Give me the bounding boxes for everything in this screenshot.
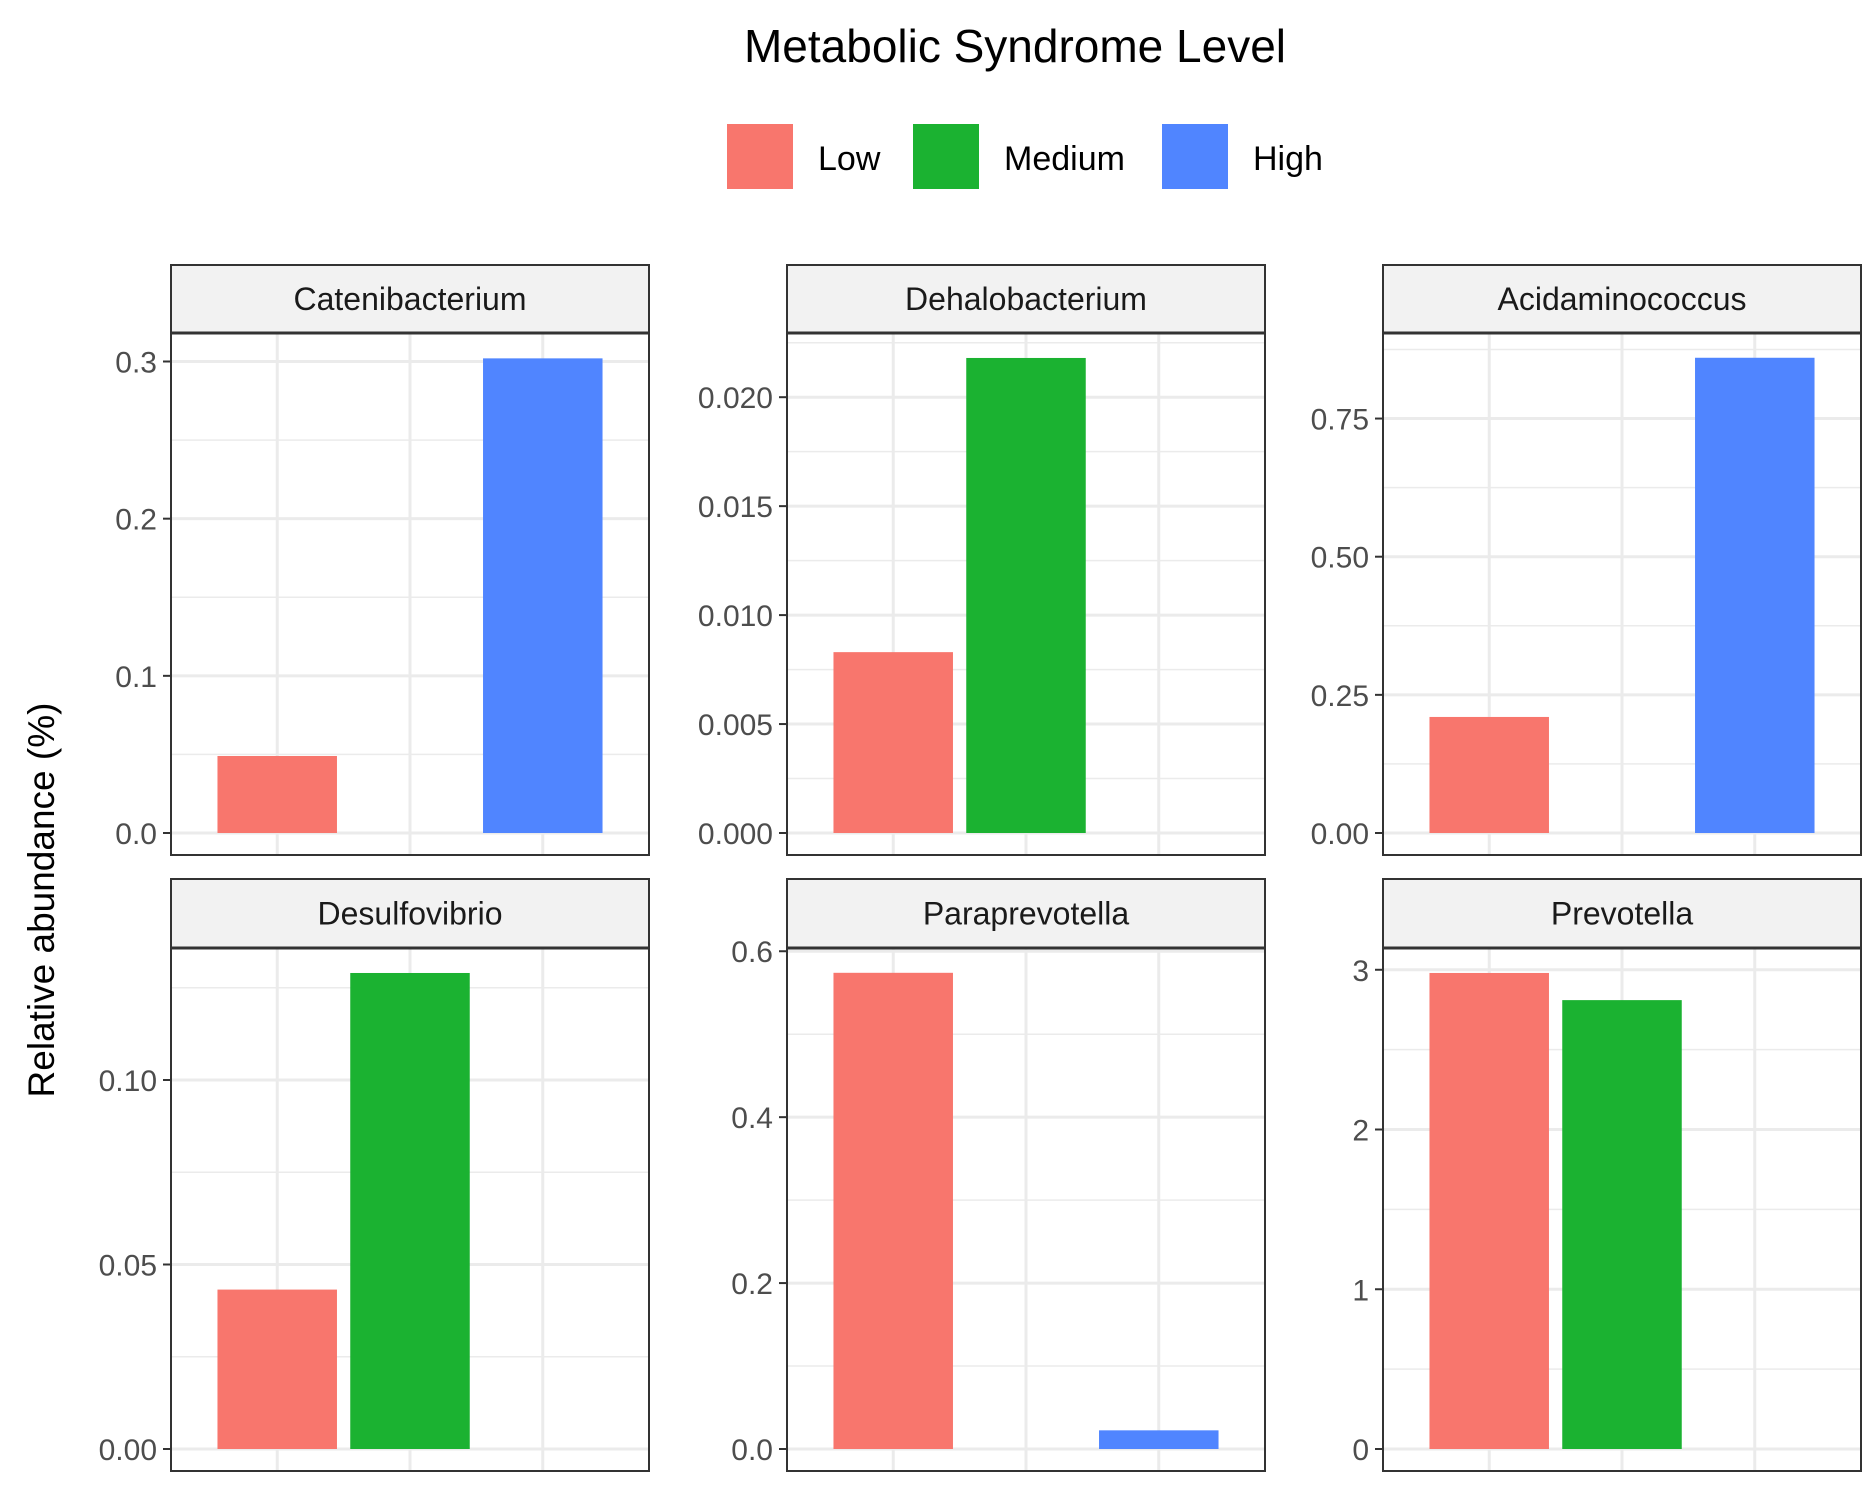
bar-low <box>217 755 337 833</box>
bar-high <box>483 358 603 833</box>
facet-title: Acidaminococcus <box>1498 281 1747 317</box>
bar-low <box>833 972 953 1449</box>
y-tick-label: 0.2 <box>731 1268 773 1301</box>
y-tick-label: 0.4 <box>731 1102 773 1135</box>
facet-title: Catenibacterium <box>294 281 527 317</box>
y-tick-label: 0.020 <box>698 382 773 415</box>
facet-catenibacterium: Catenibacterium 0.0 0.1 0.2 0.3 <box>115 264 650 856</box>
y-tick-label: 0.05 <box>99 1249 157 1282</box>
legend-key-low <box>727 124 793 189</box>
bar-medium <box>966 357 1086 833</box>
legend-label-high: High <box>1253 140 1323 178</box>
y-tick-label: 0.75 <box>1311 404 1369 437</box>
y-tick-label: 0 <box>1352 1434 1369 1467</box>
strip-background <box>1382 264 1862 334</box>
legend-label-low: Low <box>818 140 881 178</box>
facet-desulfovibrio: Desulfovibrio 0.00 0.05 0.10 <box>99 878 650 1472</box>
facet-title: Prevotella <box>1551 896 1694 932</box>
bar-low <box>217 1289 337 1449</box>
bar-low <box>1429 972 1549 1449</box>
y-tick-label: 0.00 <box>1311 818 1369 851</box>
y-tick-label: 0.0 <box>731 1434 773 1467</box>
legend-key-medium <box>913 124 979 189</box>
y-tick-label: 0.010 <box>698 600 773 633</box>
facet-title: Paraprevotella <box>923 896 1130 932</box>
facet-dehalobacterium: Dehalobacterium 0.000 0.005 0.010 0.015 0.020 <box>698 264 1266 856</box>
facet-paraprevotella: Paraprevotella 0.0 0.2 0.4 0.6 <box>731 878 1266 1472</box>
facet-title: Desulfovibrio <box>318 896 503 932</box>
y-axis-label: Relative abundance (%) <box>21 703 62 1098</box>
y-tick-label: 0.25 <box>1311 680 1369 713</box>
strip-background <box>170 878 650 949</box>
strip-background <box>170 264 650 334</box>
legend-title: Metabolic Syndrome Level <box>744 20 1286 72</box>
bar-low <box>833 652 953 833</box>
facet-title: Dehalobacterium <box>905 281 1147 317</box>
y-tick-label: 0.1 <box>115 661 157 694</box>
legend: Low Medium High <box>727 124 1323 189</box>
y-tick-label: 0.000 <box>698 818 773 851</box>
strip-background <box>786 878 1266 949</box>
y-tick-label: 3 <box>1352 955 1369 988</box>
y-tick-label: 0.00 <box>99 1434 157 1467</box>
bar-high <box>1695 357 1815 833</box>
legend-label-medium: Medium <box>1004 140 1125 178</box>
bar-low <box>1429 716 1549 833</box>
y-tick-label: 1 <box>1352 1274 1369 1307</box>
facet-acidaminococcus: Acidaminococcus 0.00 0.25 0.50 0.75 <box>1311 264 1862 856</box>
bar-medium <box>350 972 470 1449</box>
strip-background <box>1382 878 1862 949</box>
y-tick-label: 0.015 <box>698 491 773 524</box>
y-tick-label: 0.0 <box>115 818 157 851</box>
y-tick-label: 0.6 <box>731 936 773 969</box>
y-tick-label: 0.50 <box>1311 542 1369 575</box>
bar-high <box>1099 1430 1219 1449</box>
facet-panels: Catenibacterium 0.0 0.1 0.2 0.3 Dehalobacteri… <box>99 264 1862 1472</box>
legend-key-high <box>1162 124 1228 189</box>
bar-medium <box>1562 1000 1682 1449</box>
facet-prevotella: Prevotella 0 1 2 3 <box>1352 878 1862 1472</box>
y-tick-label: 0.3 <box>115 347 157 380</box>
y-tick-label: 0.005 <box>698 709 773 742</box>
y-tick-label: 0.2 <box>115 504 157 537</box>
y-tick-label: 2 <box>1352 1115 1369 1148</box>
y-tick-label: 0.10 <box>99 1065 157 1098</box>
